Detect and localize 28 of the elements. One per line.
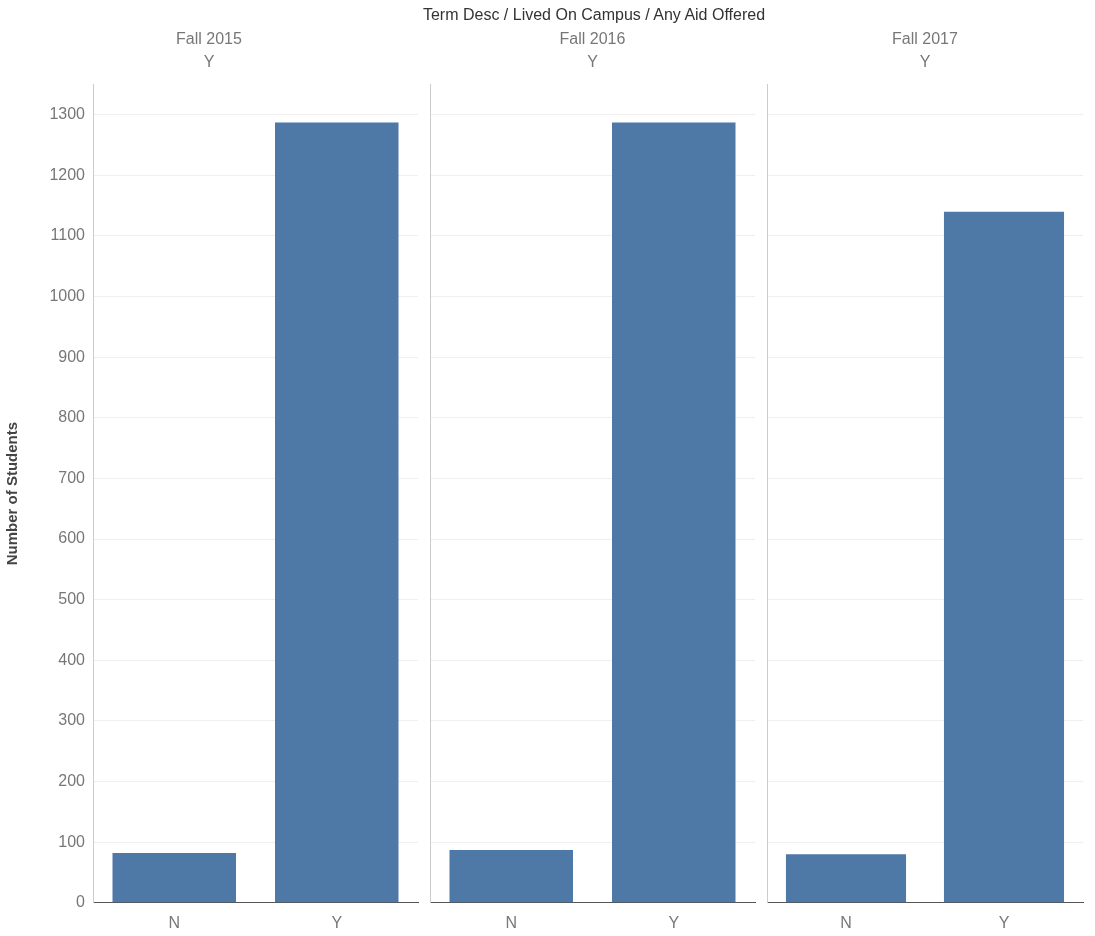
- y-tick-label: 700: [58, 468, 86, 486]
- x-tick-label: N: [840, 913, 852, 931]
- x-tick-label: Y: [668, 913, 680, 931]
- chart-subtitle: Y: [587, 53, 599, 71]
- y-tick-label: 500: [58, 590, 86, 608]
- y-tick-label: 900: [58, 347, 86, 365]
- x-tick-label: Y: [331, 913, 343, 931]
- y-tick-label: 1000: [49, 286, 86, 304]
- y-axis-title: Number of Students: [3, 421, 21, 566]
- y-tick-label: 1100: [50, 226, 86, 244]
- y-tick-label: 1300: [49, 105, 86, 123]
- chart-subtitle: Y: [203, 53, 215, 71]
- x-tick-label: N: [505, 913, 518, 931]
- y-tick-label: 100: [58, 832, 86, 850]
- y-tick-label: 600: [58, 529, 86, 547]
- chart-title: Fall 2016: [559, 30, 626, 48]
- x-tick-label: N: [168, 913, 181, 931]
- chart-subtitle: Y: [919, 53, 931, 71]
- y-tick-label: 1200: [49, 165, 86, 183]
- chart-title: Fall 2017: [892, 30, 959, 48]
- y-tick-label: 0: [76, 893, 86, 911]
- chart-title: Fall 2015: [176, 30, 243, 48]
- x-tick-label: Y: [998, 913, 1010, 931]
- y-tick-label: 800: [58, 408, 86, 426]
- y-tick-label: 300: [58, 711, 86, 729]
- y-tick-label: 400: [58, 650, 86, 668]
- y-tick-label: 200: [58, 771, 86, 789]
- text: Term Desc / Lived On Campus / Any Aid Offered: [421, 6, 767, 24]
